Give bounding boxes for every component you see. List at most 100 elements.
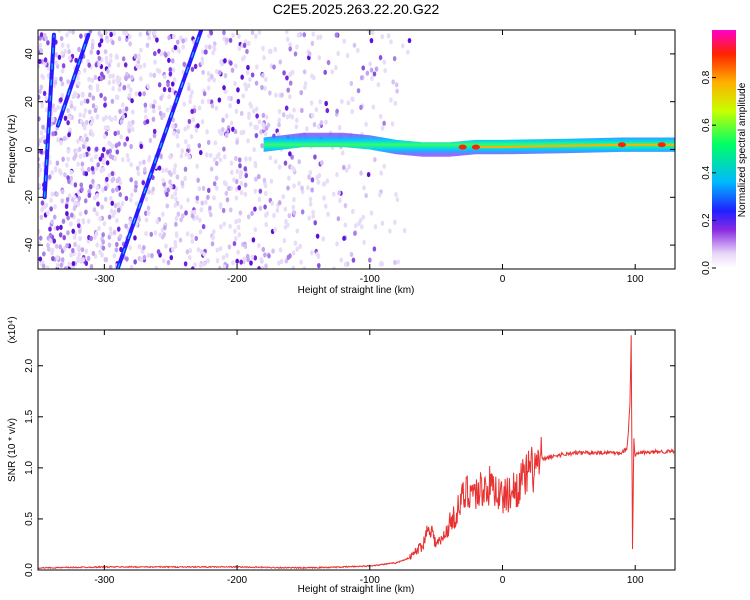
noise-speckle — [305, 126, 309, 132]
noise-speckle — [146, 83, 150, 89]
noise-speckle — [46, 210, 50, 216]
noise-speckle — [142, 91, 146, 97]
noise-speckle — [353, 230, 357, 236]
noise-speckle — [167, 57, 171, 63]
noise-speckle — [335, 241, 339, 247]
noise-speckle — [111, 73, 115, 79]
noise-speckle — [222, 30, 226, 36]
noise-speckle — [313, 154, 317, 160]
noise-speckle — [271, 248, 275, 254]
noise-speckle — [315, 174, 320, 181]
noise-speckle — [282, 238, 287, 244]
noise-speckle — [285, 75, 289, 81]
noise-speckle — [60, 68, 65, 74]
noise-speckle — [161, 167, 165, 174]
noise-speckle — [205, 129, 209, 135]
noise-speckle — [175, 174, 180, 180]
noise-speckle — [39, 32, 44, 38]
noise-speckle — [202, 261, 206, 267]
snr-background — [38, 330, 675, 570]
noise-speckle — [94, 231, 99, 237]
noise-speckle — [380, 34, 385, 40]
noise-speckle — [310, 187, 314, 193]
noise-speckle — [246, 83, 251, 89]
noise-speckle — [229, 120, 234, 126]
noise-speckle — [162, 74, 167, 80]
noise-speckle — [66, 79, 70, 85]
noise-speckle — [201, 185, 206, 192]
noise-speckle — [60, 198, 65, 204]
noise-speckle — [343, 222, 348, 228]
noise-speckle — [291, 265, 296, 269]
noise-speckle — [158, 232, 163, 238]
noise-speckle — [181, 38, 185, 44]
noise-speckle — [339, 257, 344, 263]
noise-speckle — [113, 115, 118, 121]
noise-speckle — [122, 85, 126, 91]
noise-speckle — [275, 207, 280, 214]
noise-speckle — [378, 113, 383, 119]
noise-speckle — [257, 119, 262, 125]
noise-speckle — [255, 64, 259, 70]
noise-speckle — [45, 265, 50, 269]
noise-speckle — [133, 53, 138, 59]
noise-speckle — [330, 69, 334, 75]
noise-speckle — [38, 42, 43, 48]
noise-speckle — [209, 166, 214, 172]
noise-speckle — [157, 105, 162, 111]
noise-speckle — [178, 237, 183, 243]
noise-speckle — [68, 221, 73, 227]
noise-speckle — [195, 214, 199, 221]
noise-speckle — [238, 163, 242, 169]
noise-speckle — [124, 106, 129, 112]
noise-speckle — [215, 258, 220, 264]
noise-speckle — [182, 61, 187, 67]
noise-speckle — [135, 63, 139, 69]
noise-speckle — [200, 99, 205, 105]
noise-speckle — [183, 261, 188, 267]
noise-speckle — [91, 38, 95, 44]
noise-speckle — [62, 245, 67, 252]
noise-speckle — [246, 114, 251, 120]
noise-speckle — [236, 224, 241, 230]
y-tick-label: 0 — [24, 146, 35, 152]
noise-speckle — [39, 130, 44, 136]
noise-speckle — [366, 171, 371, 178]
noise-speckle — [130, 98, 134, 104]
noise-speckle — [124, 30, 129, 36]
noise-speckle — [350, 96, 354, 102]
noise-speckle — [85, 151, 89, 157]
noise-speckle — [212, 181, 217, 187]
noise-speckle — [90, 115, 94, 121]
noise-speckle — [144, 210, 148, 216]
noise-speckle — [211, 50, 215, 56]
noise-speckle — [191, 117, 196, 123]
noise-speckle — [78, 211, 83, 217]
noise-speckle — [273, 227, 277, 233]
noise-speckle — [95, 211, 99, 217]
signal-ridge-hotspot — [471, 144, 480, 150]
noise-speckle — [119, 134, 124, 140]
noise-speckle — [76, 245, 81, 251]
noise-speckle — [263, 85, 267, 91]
noise-speckle — [207, 44, 212, 50]
noise-speckle — [110, 98, 115, 104]
figure-title: C2E5.2025.263.22.20.G22 — [273, 1, 440, 17]
noise-speckle — [253, 255, 258, 261]
noise-speckle — [231, 260, 235, 266]
noise-speckle — [164, 243, 168, 249]
noise-speckle — [227, 244, 232, 250]
noise-speckle — [395, 196, 400, 203]
y-tick-label: 20 — [24, 96, 35, 108]
noise-speckle — [257, 242, 261, 249]
noise-speckle — [121, 114, 126, 120]
noise-speckle — [314, 107, 319, 113]
noise-speckle — [53, 204, 57, 210]
noise-speckle — [194, 127, 199, 133]
noise-speckle — [137, 55, 141, 61]
noise-speckle — [104, 55, 109, 62]
noise-speckle — [78, 153, 83, 159]
noise-speckle — [252, 108, 256, 114]
noise-speckle — [284, 218, 288, 225]
noise-speckle — [182, 101, 187, 107]
